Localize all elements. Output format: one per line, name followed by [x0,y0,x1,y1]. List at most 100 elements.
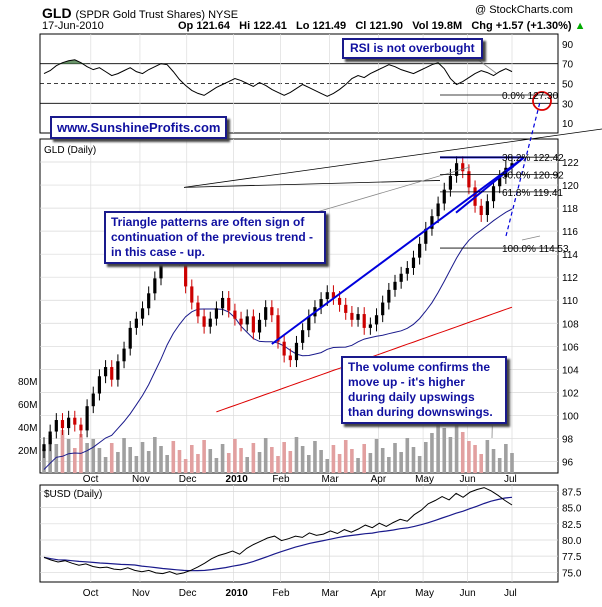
volume-bar [189,445,194,473]
price-tick-label: 96 [562,457,574,468]
volume-bar [159,446,163,473]
price-tick-label: 104 [562,365,579,376]
price-candle-body [325,292,329,300]
price-candle-body [337,297,342,305]
x-tick-label: Apr [371,588,387,599]
price-candle-body [436,203,440,217]
volume-bar [411,447,416,473]
price-candle-body [134,318,138,328]
triangle-lower-line [455,156,525,214]
volume-bar [208,449,213,473]
volume-tick-label: 60M [18,400,37,411]
price-candle-body [461,163,465,172]
price-candle-body [479,205,483,216]
volume-bar [362,444,367,473]
price-candle-body [374,315,379,325]
volume-bar [42,449,46,473]
volume-bar [91,439,96,473]
usd-tick-label: 82.5 [562,520,582,531]
uptrend-support-line [271,156,525,345]
website-link[interactable]: www.SunshineProfits.com [50,116,228,139]
price-candle-body [485,201,489,216]
price-candle-body [331,292,336,298]
volume-bar [263,438,268,473]
price-candle-body [350,312,354,320]
volume-tick-label: 20M [18,446,37,457]
volume-bar [177,450,182,473]
x-tick-label: 2010 [226,474,249,485]
volume-bar [140,442,145,473]
volume-bar [430,433,434,473]
volume-bar [109,443,114,473]
volume-tick-label: 80M [18,377,37,388]
price-candle-body [159,251,163,279]
price-candle-body [319,299,323,308]
fibonacci-level-label: 50.0% 120.92 [502,170,564,181]
volume-bar [423,442,428,473]
price-tick-label: 106 [562,342,579,353]
price-candle-body [418,243,422,258]
volume-bar [504,444,508,473]
x-tick-label: Dec [179,588,197,599]
quote-volume: Vol 19.8M [412,20,463,32]
fibonacci-level-label: 38.2% 122.42 [502,153,564,164]
volume-bar [239,448,243,473]
quote-low: Lo 121.49 [296,20,347,32]
fibonacci-level-label: 100.0% 114.53 [502,244,569,255]
volume-bar [153,437,157,473]
volume-bar [165,455,169,473]
quote-open: Op 121.64 [178,20,230,32]
volume-note: The volume confirms the move up - it's h… [341,356,507,424]
watermark: @ StockCharts.com [475,4,573,16]
price-candle-body [110,367,114,380]
price-candle-body [344,304,348,313]
price-candle-body [122,348,126,362]
volume-bar [485,440,490,473]
resistance-line [183,128,602,188]
x-tick-label: May [415,588,434,599]
price-candle-body [54,420,58,432]
rsi-line [43,59,513,97]
volume-bar [479,454,484,473]
price-candle-body [239,318,243,325]
usd-tick-label: 85.0 [562,504,582,515]
usd-tick-label: 87.5 [562,487,582,498]
price-candle-body [264,307,268,320]
x-tick-label: Feb [272,474,290,485]
volume-bar [54,444,59,473]
volume-bar [337,454,342,473]
volume-bar [417,456,422,473]
price-candle-body [220,297,225,309]
target-circle [532,91,552,111]
volume-bar [306,455,311,473]
price-candle-body [288,355,292,361]
price-panel-title: GLD (Daily) [44,145,96,156]
volume-bar [454,423,459,473]
usd-panel [39,484,559,583]
x-tick-label: Oct [83,474,99,485]
triangle-note: Triangle patterns are often sign of cont… [104,211,326,264]
price-candle-body [294,342,299,361]
price-candle-body [257,319,262,333]
x-tick-label: Dec [179,474,197,485]
usd-panel-title: $USD (Daily) [44,489,102,500]
price-candle-body [454,163,459,176]
volume-bar [313,441,317,473]
x-tick-label: Jun [460,474,476,485]
volume-bar [72,448,77,473]
price-candle-body [153,278,157,294]
volume-bar [183,459,188,473]
price-candle-body [270,307,274,316]
price-candle-body [498,177,502,187]
price-candle-body [393,281,397,290]
volume-bar [134,456,139,473]
volume-bar [251,443,256,473]
price-tick-label: 116 [562,227,578,238]
x-tick-label: Oct [83,588,99,599]
volume-bar [233,439,237,473]
fibonacci-level-label: 0.0% 127.30 [502,91,559,102]
price-candle-body [399,273,403,282]
price-candle-body [140,308,145,319]
volume-bar [300,446,305,473]
